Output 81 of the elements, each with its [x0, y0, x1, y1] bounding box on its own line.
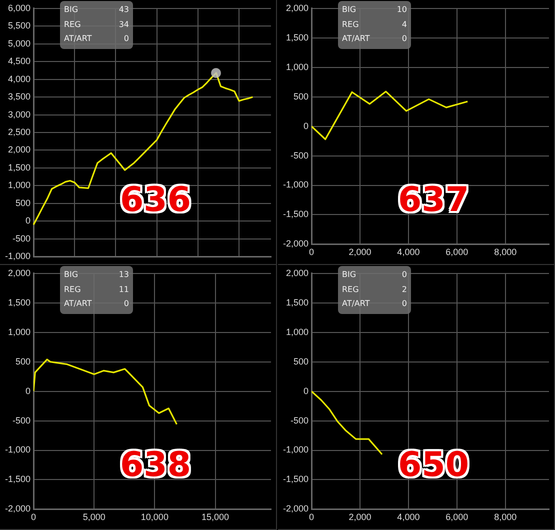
x-tick-label: 8,000 [494, 512, 517, 522]
annotation: BIG [64, 269, 78, 281]
x-tick-label: 2,000 [348, 247, 372, 258]
x-tick-label: 8,000 [494, 247, 517, 258]
y-tick-label: -2,000 [282, 504, 309, 514]
annotation: REG [342, 284, 359, 296]
y-tick-label: 0 [304, 386, 309, 396]
y-tick-label: -2,000 [4, 504, 31, 514]
annotation: 637 [398, 180, 469, 220]
annotation: REG [64, 18, 81, 30]
y-tick-label: 0 [26, 386, 31, 396]
annotation: BIG [342, 4, 356, 16]
annotation: AT/ART [342, 33, 370, 45]
y-tick-label: -2,000 [282, 238, 309, 249]
annotation: 636 [120, 180, 191, 220]
y-tick-label: 2,000 [286, 268, 309, 278]
annotation: AT/ART [64, 298, 92, 310]
y-tick-label: 2,000 [286, 2, 309, 13]
x-tick-label: 4,000 [397, 512, 420, 522]
annotation: 650 [398, 445, 469, 485]
annotation: BIG [342, 269, 356, 281]
annotation: AT/ART [64, 33, 92, 45]
y-tick-label: 1,500 [8, 162, 31, 172]
y-tick-label: 1,000 [286, 326, 309, 337]
y-tick-label: 500 [293, 356, 309, 366]
annotation: 0 [402, 33, 407, 45]
y-tick-label: 2,000 [8, 144, 31, 155]
annotation: 11 [118, 284, 129, 296]
annotation: 0 [124, 33, 129, 45]
y-tick-label: 1,500 [286, 32, 309, 42]
y-tick-label: -500 [12, 233, 31, 244]
y-tick-label: 500 [15, 198, 31, 208]
y-tick-label: 5,500 [8, 20, 31, 31]
annotation: REG [342, 18, 359, 30]
annotation: 0 [402, 298, 407, 310]
y-tick-label: 0 [304, 120, 309, 131]
y-tick-label: 1,000 [8, 326, 31, 337]
annotation: AT/ART [342, 298, 370, 310]
x-tick-label: 15,000 [202, 512, 230, 522]
annotation: 13 [118, 269, 129, 281]
y-tick-label: 500 [15, 356, 31, 366]
annotation: 0 [124, 298, 129, 310]
y-tick-label: -1,500 [4, 474, 31, 484]
y-tick-label: -1,500 [282, 209, 309, 220]
y-tick-label: 500 [293, 91, 309, 102]
x-tick-label: 10,000 [140, 512, 168, 522]
y-tick-label: 1,000 [286, 62, 309, 72]
y-tick-label: 5,000 [8, 38, 31, 48]
y-tick-label: -1,500 [282, 474, 309, 484]
x-tick-label: 6,000 [446, 512, 468, 522]
y-tick-label: 4,000 [8, 74, 31, 84]
y-tick-label: 1,000 [8, 180, 31, 190]
x-tick-label: 2,000 [348, 512, 372, 522]
y-tick-label: 1,500 [286, 297, 309, 308]
x-tick-label: 4,000 [397, 247, 420, 258]
x-tick-label: 5,000 [82, 512, 106, 522]
y-tick-label: -500 [290, 150, 309, 160]
y-tick-label: -1,000 [4, 444, 31, 455]
annotation: 43 [118, 4, 129, 16]
y-tick-label: -1,000 [282, 444, 309, 455]
annotation: 10 [396, 4, 407, 16]
y-tick-label: -500 [12, 415, 31, 426]
y-tick-label: -1,000 [282, 180, 309, 190]
y-tick-label: 1,500 [8, 297, 31, 308]
y-tick-label: -500 [290, 415, 309, 426]
annotation: BIG [64, 4, 78, 16]
x-tick-label: 6,000 [446, 247, 468, 258]
annotation: 4 [402, 18, 407, 30]
y-tick-label: 2,500 [8, 126, 31, 137]
y-tick-label: 3,000 [8, 109, 31, 120]
annotation: 0 [402, 269, 407, 281]
y-tick-label: -1,000 [4, 251, 31, 262]
y-tick-label: 2,000 [8, 268, 31, 278]
annotation: REG [64, 284, 81, 296]
y-tick-label: 6,000 [8, 2, 31, 13]
annotation: 34 [118, 18, 129, 30]
annotation: 638 [120, 445, 191, 485]
y-tick-label: 3,500 [8, 92, 31, 102]
y-tick-label: 4,500 [8, 56, 31, 66]
y-tick-label: 0 [26, 216, 31, 226]
annotation: 2 [402, 284, 407, 296]
